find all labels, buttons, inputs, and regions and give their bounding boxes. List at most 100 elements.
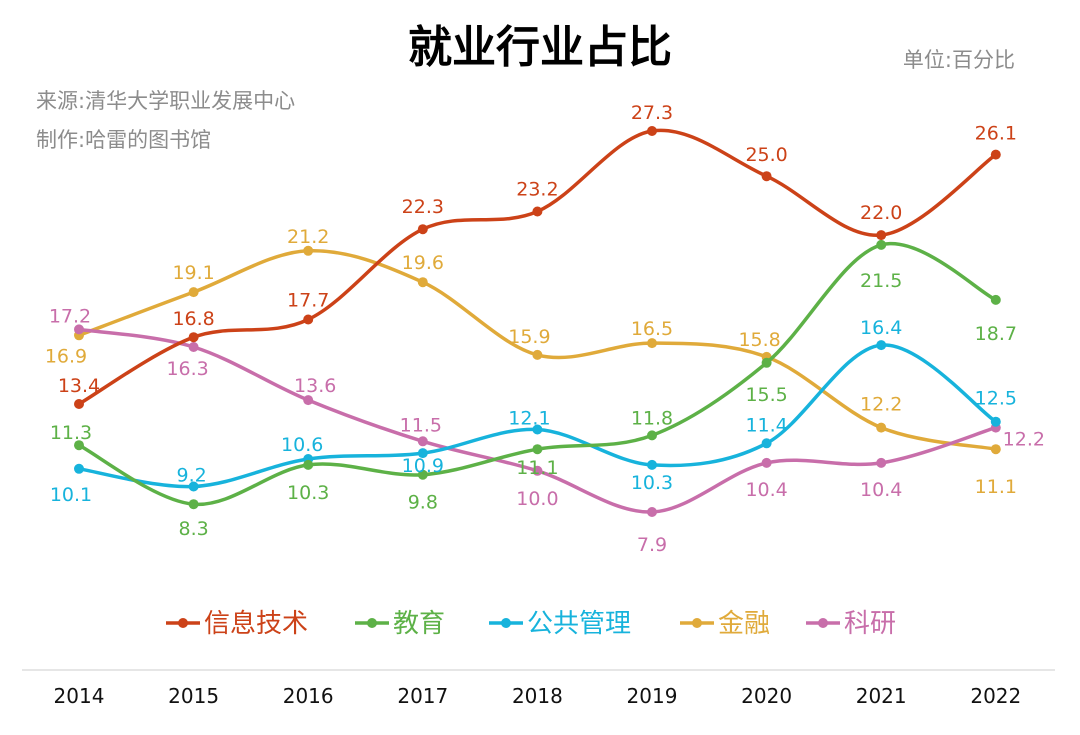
- data-point: [647, 507, 657, 517]
- legend-marker: [501, 618, 511, 628]
- data-point: [417, 436, 428, 447]
- source-line: 来源:清华大学职业发展中心: [36, 89, 295, 113]
- data-point: [990, 444, 1001, 455]
- series-line: [77, 343, 998, 489]
- data-label: 27.3: [631, 102, 673, 124]
- data-label: 10.4: [860, 479, 902, 501]
- data-point: [188, 342, 199, 352]
- data-label: 13.6: [294, 375, 336, 397]
- data-point: [647, 459, 657, 470]
- data-point: [74, 399, 84, 409]
- series-信息技术: [74, 126, 1001, 409]
- legend-item: 信息技术: [166, 609, 308, 639]
- data-label: 10.3: [287, 482, 329, 504]
- maker-line: 制作:哈雷的图书馆: [36, 128, 211, 152]
- data-point: [876, 340, 887, 351]
- series-科研: [74, 324, 1001, 517]
- data-label: 11.3: [50, 422, 92, 444]
- data-point: [761, 357, 772, 368]
- data-point: [532, 206, 543, 217]
- data-label: 11.5: [400, 414, 442, 436]
- x-tick-label: 2020: [741, 684, 792, 708]
- series-lines: [74, 126, 1001, 517]
- data-label: 12.1: [508, 408, 550, 430]
- x-axis-ticks: 2014 2015 2016 2017 2018 2019 2020 2021 2022: [54, 684, 1022, 708]
- chart-title: 就业行业占比: [408, 22, 672, 73]
- legend-item: 教育: [355, 609, 445, 639]
- data-label: 22.3: [402, 196, 444, 218]
- data-label: 12.2: [1003, 429, 1045, 451]
- legend: 信息技术 教育 公共管理 金融 科研: [166, 609, 896, 639]
- data-label: 11.8: [631, 407, 673, 429]
- legend-label: 科研: [844, 609, 896, 639]
- data-label: 16.3: [166, 358, 208, 380]
- legend-label: 公共管理: [527, 609, 631, 639]
- x-tick-label: 2019: [627, 684, 678, 708]
- data-point: [647, 430, 657, 441]
- data-label: 12.5: [975, 388, 1017, 410]
- data-label: 11.1: [516, 457, 558, 479]
- data-label: 15.8: [738, 329, 780, 351]
- data-point: [303, 245, 314, 256]
- data-point: [532, 465, 543, 476]
- series-line: [77, 128, 998, 406]
- legend-label: 信息技术: [204, 609, 308, 639]
- legend-marker: [367, 618, 377, 628]
- data-label: 10.3: [631, 472, 673, 494]
- data-label: 17.2: [49, 305, 91, 327]
- data-point: [876, 230, 887, 241]
- data-label: 10.4: [745, 479, 787, 501]
- data-label: 23.2: [516, 179, 558, 201]
- series-教育: [74, 239, 1001, 510]
- data-point: [876, 239, 887, 250]
- data-label: 22.0: [860, 202, 902, 224]
- data-label: 7.9: [637, 534, 667, 556]
- data-point: [876, 457, 887, 468]
- legend-item: 金融: [680, 609, 770, 639]
- data-point: [876, 422, 887, 433]
- data-point: [761, 457, 772, 468]
- x-tick-label: 2021: [856, 684, 907, 708]
- data-point: [532, 424, 543, 435]
- legend-marker: [178, 618, 188, 628]
- data-point: [532, 444, 543, 455]
- data-point: [188, 287, 199, 298]
- x-tick-label: 2015: [168, 684, 219, 708]
- data-point: [74, 324, 84, 335]
- data-label: 9.8: [408, 492, 438, 514]
- data-label: 11.1: [975, 476, 1017, 498]
- x-tick-label: 2018: [512, 684, 563, 708]
- data-label: 15.9: [508, 326, 550, 348]
- data-point: [761, 171, 772, 182]
- data-point: [417, 224, 428, 235]
- data-label: 13.4: [58, 375, 100, 397]
- data-label: 21.2: [287, 226, 329, 248]
- data-point: [990, 149, 1001, 160]
- data-point: [532, 349, 543, 360]
- data-point: [647, 126, 657, 136]
- data-label: 16.5: [631, 318, 673, 340]
- data-label: 10.6: [281, 434, 323, 456]
- data-point: [990, 294, 1001, 305]
- data-label: 21.5: [860, 270, 902, 292]
- data-label: 10.0: [516, 488, 558, 510]
- data-point: [303, 314, 314, 325]
- x-tick-label: 2022: [970, 684, 1021, 708]
- data-point: [417, 448, 428, 459]
- data-point: [761, 438, 772, 449]
- data-label: 19.6: [402, 252, 444, 274]
- data-point: [188, 481, 199, 492]
- data-point: [417, 469, 428, 480]
- data-point: [74, 440, 84, 451]
- data-label: 16.9: [45, 345, 87, 367]
- data-label: 25.0: [745, 144, 787, 166]
- data-point: [417, 277, 428, 288]
- legend-marker: [818, 618, 828, 628]
- x-tick-label: 2016: [283, 684, 334, 708]
- legend-item: 科研: [806, 609, 896, 639]
- data-label: 16.8: [172, 308, 214, 330]
- data-point: [647, 338, 657, 349]
- data-label: 10.1: [50, 484, 92, 506]
- legend-label: 金融: [718, 609, 770, 639]
